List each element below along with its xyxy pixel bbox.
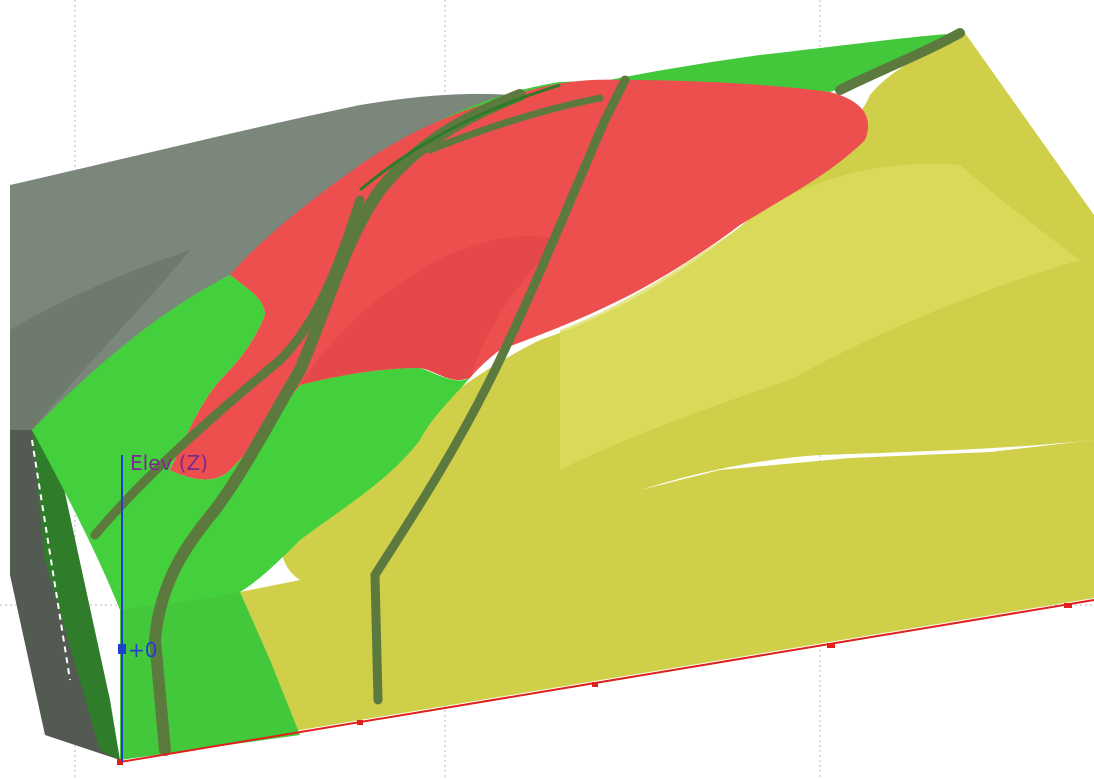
block-front-face [120,440,1094,760]
terrain-bright-green-layer [32,275,470,610]
terrain-gray-shading [10,250,190,430]
x-axis-ticks [117,603,1072,765]
x-axis-tick [592,682,598,687]
terrain-green-rim [430,33,965,125]
x-axis-tick [827,643,835,648]
terrain-ridge-line [359,83,561,192]
terrain-red-shading [300,236,560,385]
fault-trace-right [835,28,965,95]
block-left-face-green-band [32,430,120,760]
z-axis-tick-marker [118,644,126,654]
terrain-yellow-highlight [560,163,1080,471]
z-axis-tick-label: +0 [128,638,157,662]
block-edge-left-mid [89,549,119,731]
fault-trace-middle [370,75,630,705]
fault-traces [90,28,965,756]
z-axis-label: Elev (Z) [130,451,208,475]
x-axis-tick [117,759,123,765]
fault-trace-left-branch [90,195,365,540]
x-axis-tick [1064,603,1072,608]
x-axis [119,599,1094,763]
block-edges [31,439,119,731]
fault-trace-top [426,94,604,154]
fault-trace-left [148,89,526,756]
x-axis-tick [357,720,363,725]
block-edge-left-inner [31,439,71,681]
